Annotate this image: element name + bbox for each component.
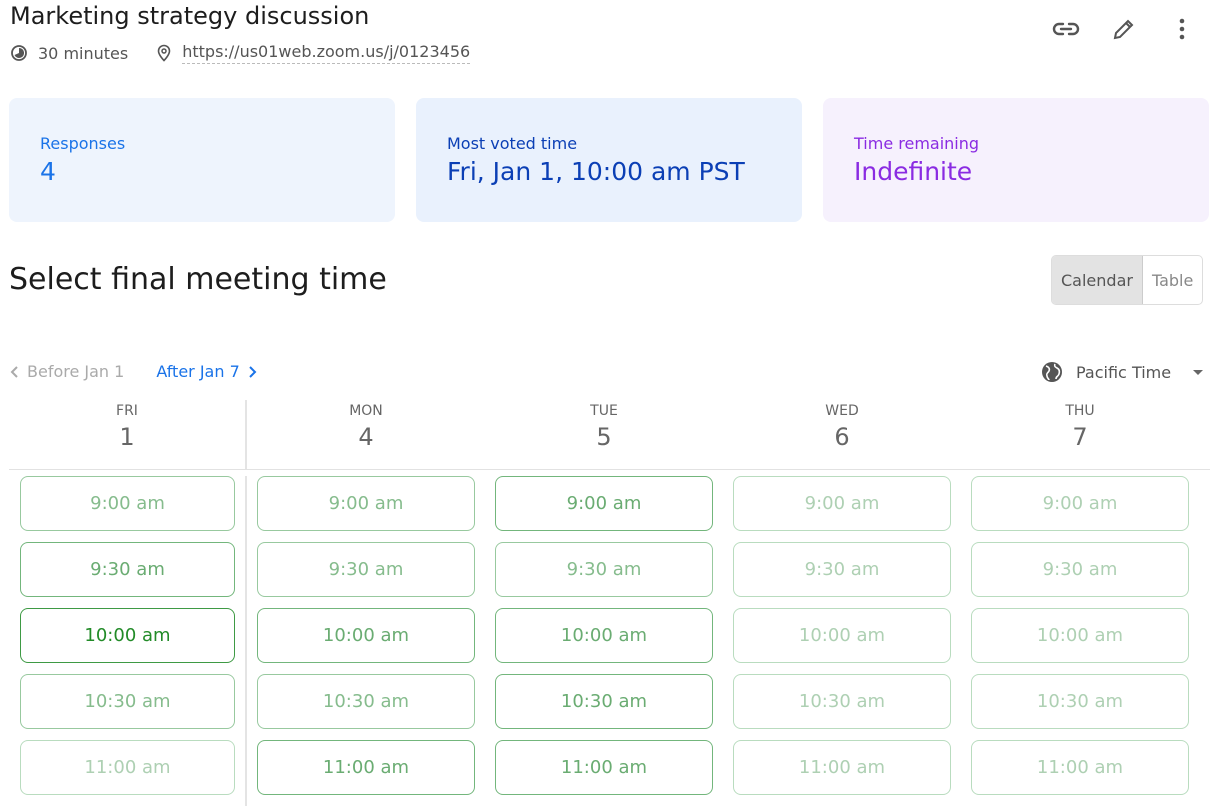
chevron-right-icon (249, 365, 257, 378)
time-slot-button[interactable]: 10:30 am (257, 674, 475, 729)
day-column: 9:00 am 9:30 am 10:00 am 10:30 am 11:00 am (485, 476, 723, 806)
day-header: WED 6 (723, 400, 961, 469)
day-of-week: MON (349, 403, 383, 419)
time-slot-button[interactable]: 10:00 am (733, 608, 951, 663)
day-header: THU 7 (961, 400, 1199, 469)
calendar-view-button[interactable]: Calendar (1052, 256, 1143, 304)
stat-card: Time remaining Indefinite (823, 98, 1209, 222)
stat-card: Most voted time Fri, Jan 1, 10:00 am PST (416, 98, 802, 222)
day-of-week: WED (825, 403, 859, 419)
duration: 30 minutes (38, 43, 129, 63)
time-slot-button[interactable]: 10:30 am (20, 674, 235, 729)
location-pin-icon (156, 44, 172, 62)
time-slot-button[interactable]: 10:00 am (20, 608, 235, 663)
day-number: 5 (596, 423, 612, 451)
time-slot-button[interactable]: 9:00 am (20, 476, 235, 531)
day-number: 6 (834, 423, 850, 451)
section-title: Select final meeting time (9, 262, 387, 297)
day-number: 7 (1072, 423, 1088, 451)
meeting-title: Marketing strategy discussion (10, 2, 370, 30)
time-slot-button[interactable]: 9:00 am (971, 476, 1189, 531)
stat-label: Most voted time (447, 134, 578, 153)
time-slot-button[interactable]: 11:00 am (495, 740, 713, 795)
time-slot-button[interactable]: 10:30 am (733, 674, 951, 729)
link-icon[interactable] (1048, 14, 1084, 44)
time-slot-button[interactable]: 10:00 am (495, 608, 713, 663)
day-column: 9:00 am 9:30 am 10:00 am 10:30 am 11:00 am (9, 476, 247, 806)
prev-week-button[interactable]: Before Jan 1 (9, 362, 124, 381)
stat-value: Fri, Jan 1, 10:00 am PST (447, 157, 745, 186)
chevron-left-icon (10, 365, 18, 378)
day-column: 9:00 am 9:30 am 10:00 am 10:30 am 11:00 am (961, 476, 1199, 806)
next-week-button[interactable]: After Jan 7 (156, 362, 257, 381)
time-slot-button[interactable]: 9:00 am (495, 476, 713, 531)
stat-card: Responses 4 (9, 98, 395, 222)
day-header: MON 4 (247, 400, 485, 469)
day-header: TUE 5 (485, 400, 723, 469)
time-slot-button[interactable]: 9:30 am (495, 542, 713, 597)
pencil-icon[interactable] (1106, 14, 1142, 44)
time-slot-button[interactable]: 9:30 am (733, 542, 951, 597)
day-header: FRI 1 (9, 400, 247, 469)
stat-value: Indefinite (854, 157, 973, 186)
stat-label: Responses (40, 134, 126, 153)
stat-label: Time remaining (854, 134, 980, 153)
time-slot-button[interactable]: 9:30 am (971, 542, 1189, 597)
time-slot-button[interactable]: 11:00 am (733, 740, 951, 795)
time-slot-button[interactable]: 10:00 am (257, 608, 475, 663)
day-number: 4 (358, 423, 374, 451)
calendar-grid: FRI 1 MON 4 TUE 5 WED 6 THU 7 9:00 am 9:30 am 10:00… (9, 400, 1210, 806)
time-slot-button[interactable]: 10:30 am (971, 674, 1189, 729)
meeting-meta: 30 minutes https://us01web.zoom.us/j/012… (10, 42, 471, 64)
next-label: After Jan 7 (156, 362, 240, 381)
day-column: 9:00 am 9:30 am 10:00 am 10:30 am 11:00 am (723, 476, 961, 806)
time-slot-button[interactable]: 10:00 am (971, 608, 1189, 663)
time-slot-button[interactable]: 9:00 am (257, 476, 475, 531)
day-column: 9:00 am 9:30 am 10:00 am 10:30 am 11:00 am (247, 476, 485, 806)
day-of-week: THU (1065, 403, 1095, 419)
table-view-button[interactable]: Table (1151, 270, 1194, 290)
timezone-label: Pacific Time (1076, 362, 1172, 382)
day-number: 1 (119, 423, 135, 451)
time-slot-button[interactable]: 9:30 am (257, 542, 475, 597)
day-of-week: TUE (590, 403, 618, 419)
caret-down-icon (1193, 370, 1204, 375)
more-vert-icon[interactable] (1164, 14, 1200, 44)
day-of-week: FRI (116, 403, 138, 419)
time-slot-button[interactable]: 10:30 am (495, 674, 713, 729)
time-slot-button[interactable]: 11:00 am (971, 740, 1189, 795)
time-slot-button[interactable]: 9:00 am (733, 476, 951, 531)
time-slot-button[interactable]: 9:30 am (20, 542, 235, 597)
meeting-link[interactable]: https://us01web.zoom.us/j/0123456 (182, 42, 471, 64)
time-slot-button[interactable]: 11:00 am (257, 740, 475, 795)
stat-value: 4 (40, 157, 56, 186)
timezone-select[interactable]: Pacific Time (1040, 360, 1205, 384)
view-toggle: Calendar Table (1051, 255, 1204, 305)
prev-label: Before Jan 1 (27, 362, 125, 381)
globe-icon (1042, 362, 1062, 382)
time-slot-button[interactable]: 11:00 am (20, 740, 235, 795)
clock-icon (10, 44, 28, 62)
